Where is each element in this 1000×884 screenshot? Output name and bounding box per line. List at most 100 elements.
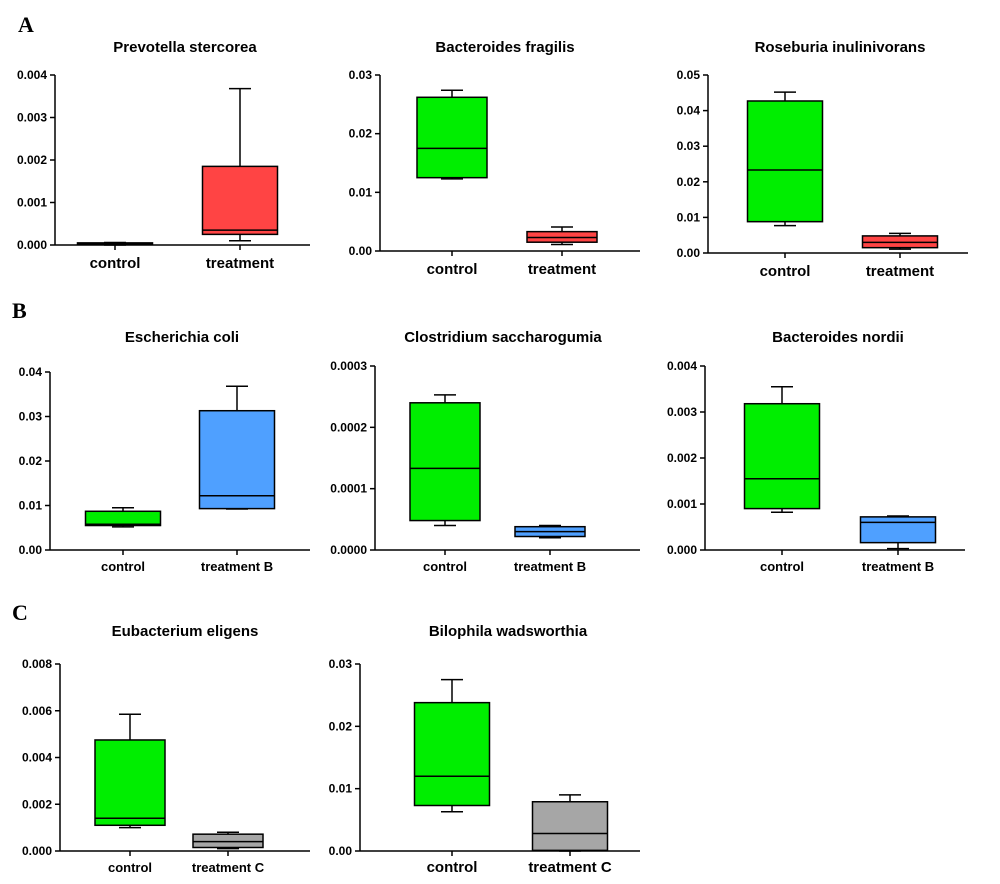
iqr-box bbox=[531, 801, 609, 852]
box-control bbox=[413, 678, 491, 813]
chart-bilophila-wadsworthia: Bilophila wadsworthia 0.00 0.01 0.02 0.03 con… bbox=[329, 623, 640, 876]
y-tick-label: 0.03 bbox=[677, 139, 701, 153]
category-label: treatment B bbox=[201, 559, 273, 574]
y-tick-label: 0.01 bbox=[677, 210, 701, 224]
y-tick-label: 0.01 bbox=[349, 185, 373, 199]
y-tick-label: 0.004 bbox=[667, 359, 697, 373]
box-control bbox=[76, 241, 154, 246]
y-tick-label: 0.008 bbox=[22, 657, 52, 671]
chart-title: Bacteroides nordii bbox=[772, 329, 904, 346]
box-treatment-c bbox=[531, 794, 609, 852]
box-control bbox=[743, 385, 821, 514]
chart-bacteroides-nordii: Bacteroides nordii 0.000 0.001 0.002 0.003 0.… bbox=[667, 329, 965, 574]
iqr-box bbox=[198, 409, 276, 510]
box-control bbox=[94, 713, 166, 829]
iqr-box bbox=[416, 96, 488, 179]
category-label: treatment B bbox=[862, 559, 934, 574]
box-treatment bbox=[526, 226, 598, 246]
y-tick-label: 0.00 bbox=[19, 543, 43, 557]
chart-title: Bacteroides fragilis bbox=[435, 39, 574, 56]
chart-clostridium-saccharogumia: Clostridium saccharogumia 0.0000 0.0001 0.0… bbox=[330, 329, 640, 574]
category-label: treatment bbox=[206, 255, 274, 272]
box-treatment-b bbox=[514, 524, 586, 539]
chart-title: Bilophila wadsworthia bbox=[429, 623, 588, 640]
category-label: control bbox=[760, 559, 804, 574]
y-tick-label: 0.003 bbox=[17, 111, 47, 125]
iqr-box bbox=[409, 402, 481, 522]
box-control bbox=[416, 89, 488, 180]
y-tick-label: 0.02 bbox=[349, 127, 373, 141]
box-treatment-c bbox=[192, 831, 264, 850]
y-tick-label: 0.000 bbox=[17, 238, 47, 252]
y-tick-label: 0.001 bbox=[667, 497, 697, 511]
category-label: control bbox=[427, 261, 478, 278]
category-label: treatment C bbox=[528, 859, 612, 876]
panel-label-a: A bbox=[18, 12, 34, 37]
y-tick-label: 0.01 bbox=[19, 499, 43, 513]
box-control bbox=[409, 394, 481, 527]
y-tick-label: 0.0001 bbox=[330, 482, 367, 496]
y-tick-label: 0.02 bbox=[677, 175, 701, 189]
chart-title: Roseburia inulinivorans bbox=[755, 39, 926, 56]
iqr-box bbox=[859, 516, 937, 544]
category-label: control bbox=[427, 859, 478, 876]
iqr-box bbox=[201, 165, 279, 236]
category-label: control bbox=[760, 263, 811, 280]
y-tick-label: 0.003 bbox=[667, 405, 697, 419]
y-tick-label: 0.00 bbox=[349, 244, 373, 258]
box-control bbox=[746, 91, 824, 227]
y-tick-label: 0.04 bbox=[677, 104, 701, 118]
y-tick-label: 0.0002 bbox=[330, 420, 367, 434]
chart-eubacterium-eligens: Eubacterium eligens 0.000 0.002 0.004 0.006 0… bbox=[22, 623, 310, 875]
iqr-box bbox=[84, 510, 162, 527]
y-tick-label: 0.006 bbox=[22, 704, 52, 718]
chart-bacteroides-fragilis: Bacteroides fragilis 0.00 0.01 0.02 0.03 cont… bbox=[349, 39, 640, 278]
y-tick-label: 0.02 bbox=[329, 719, 353, 733]
chart-title: Clostridium saccharogumia bbox=[404, 329, 602, 346]
y-tick-label: 0.001 bbox=[17, 196, 47, 210]
chart-prevotella-stercorea: Prevotella stercorea 0.000 0.001 0.002 0.003… bbox=[17, 39, 310, 272]
category-label: control bbox=[101, 559, 145, 574]
iqr-box bbox=[94, 739, 166, 827]
y-tick-label: 0.01 bbox=[329, 782, 353, 796]
iqr-box bbox=[192, 833, 264, 849]
category-label: control bbox=[108, 860, 152, 875]
box-treatment bbox=[861, 232, 939, 250]
category-label: treatment C bbox=[192, 860, 265, 875]
y-tick-label: 0.03 bbox=[329, 657, 353, 671]
iqr-box bbox=[743, 402, 821, 510]
y-tick-label: 0.0000 bbox=[330, 543, 367, 557]
box-treatment bbox=[201, 87, 279, 242]
panel-label-c: C bbox=[12, 600, 28, 625]
category-label: treatment B bbox=[514, 559, 586, 574]
y-tick-label: 0.00 bbox=[329, 844, 353, 858]
panel-label-b: B bbox=[12, 298, 27, 323]
chart-roseburia-inulinivorans: Roseburia inulinivorans 0.00 0.01 0.02 0.03 0… bbox=[677, 39, 968, 280]
chart-title: Prevotella stercorea bbox=[113, 39, 257, 56]
box-control bbox=[84, 506, 162, 528]
y-tick-label: 0.00 bbox=[677, 246, 701, 260]
y-tick-label: 0.002 bbox=[17, 153, 47, 167]
y-tick-label: 0.04 bbox=[19, 365, 43, 379]
charts-group: Prevotella stercorea 0.000 0.001 0.002 0.003… bbox=[17, 39, 968, 876]
category-label: control bbox=[90, 255, 141, 272]
chart-title: Escherichia coli bbox=[125, 329, 239, 346]
box-treatment-b bbox=[198, 385, 276, 510]
iqr-box bbox=[413, 701, 491, 807]
y-tick-label: 0.000 bbox=[667, 543, 697, 557]
y-tick-label: 0.03 bbox=[19, 410, 43, 424]
y-tick-label: 0.004 bbox=[17, 68, 47, 82]
category-label: treatment bbox=[866, 263, 934, 280]
chart-escherichia-coli: Escherichia coli 0.00 0.01 0.02 0.03 0.04 cont… bbox=[19, 329, 310, 574]
y-tick-label: 0.000 bbox=[22, 844, 52, 858]
y-tick-label: 0.02 bbox=[19, 454, 43, 468]
box-treatment-b bbox=[859, 515, 937, 550]
y-tick-label: 0.03 bbox=[349, 68, 373, 82]
y-tick-label: 0.0003 bbox=[330, 359, 367, 373]
category-label: treatment bbox=[528, 261, 596, 278]
chart-title: Eubacterium eligens bbox=[112, 623, 259, 640]
category-label: control bbox=[423, 559, 467, 574]
y-tick-label: 0.002 bbox=[22, 797, 52, 811]
y-tick-label: 0.05 bbox=[677, 68, 701, 82]
